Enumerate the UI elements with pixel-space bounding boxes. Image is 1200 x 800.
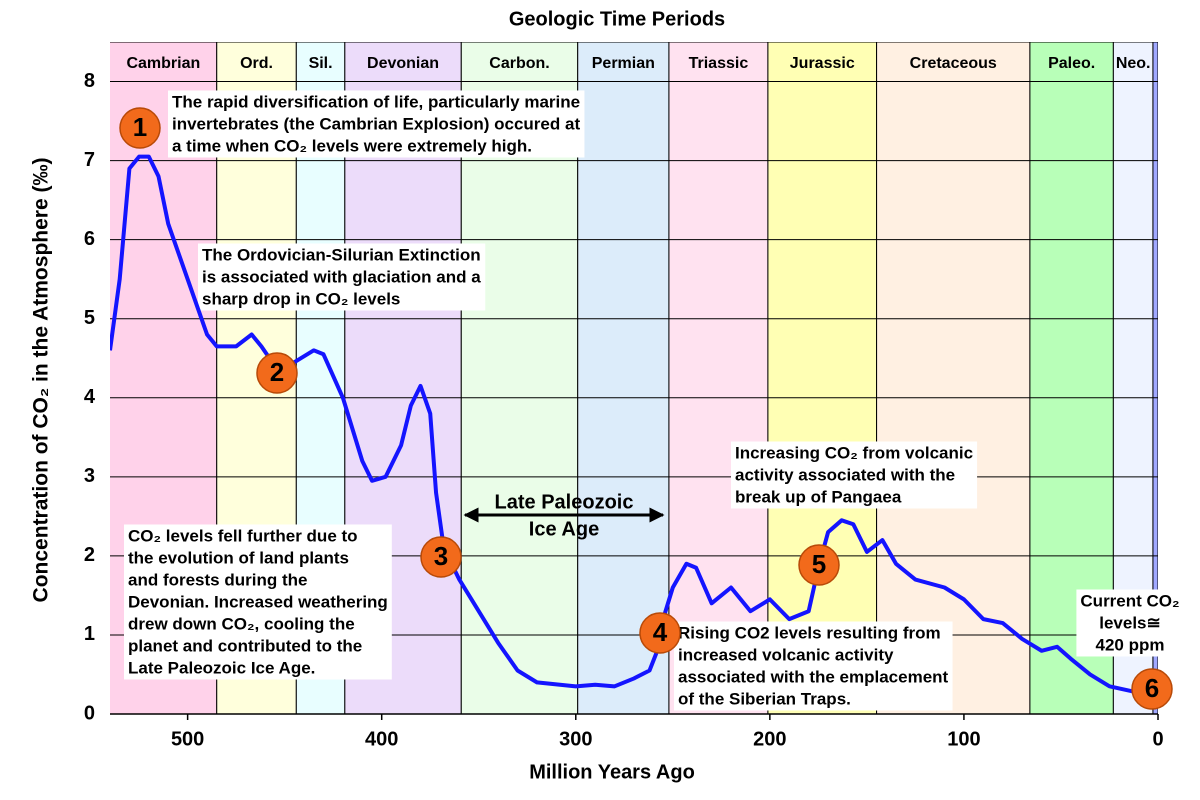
- period-label: Devonian: [367, 55, 439, 72]
- annotation-number: 5: [812, 549, 826, 579]
- annotation-marker: [639, 612, 681, 654]
- annotation-number: 2: [270, 357, 284, 387]
- x-tick-label: 300: [559, 728, 592, 750]
- annotation-text: 420 ppm: [1096, 635, 1165, 654]
- x-tick-label: 100: [947, 728, 980, 750]
- annotation-number: 4: [653, 617, 668, 647]
- period-label: Permian: [592, 55, 655, 72]
- y-tick-label: 3: [84, 465, 95, 487]
- annotation: The Ordovician-Silurian Extinction is ass…: [198, 243, 486, 311]
- annotation-background: [198, 243, 486, 311]
- annotation-text: sharp drop in CO₂ levels: [202, 289, 400, 308]
- annotation-text: is associated with glaciation and a: [202, 267, 481, 286]
- annotation: Current CO₂ levels≅ 420 ppm: [1076, 589, 1184, 657]
- period-band: [1152, 42, 1158, 714]
- period-label: Jurassic: [790, 55, 855, 72]
- annotation-text: the evolution of land plants: [128, 548, 349, 567]
- annotation-text: increased volcanic activity: [678, 645, 894, 664]
- annotation-text: Rising CO2 levels resulting from: [678, 623, 941, 642]
- annotation-text: drew down CO₂, cooling the: [128, 614, 355, 633]
- annotation-text: Current CO₂: [1080, 591, 1179, 610]
- annotation-background: [124, 524, 392, 680]
- y-tick-label: 8: [84, 70, 95, 92]
- y-tick-label: 2: [84, 544, 95, 566]
- annotation-text: Late Paleozoic Ice Age.: [128, 658, 315, 677]
- y-tick-label: 4: [84, 386, 96, 408]
- period-label: Triassic: [689, 55, 749, 72]
- period-band: [668, 42, 769, 714]
- period-label: Ord.: [240, 55, 273, 72]
- annotation-text: CO₂ levels fell further due to: [128, 526, 358, 545]
- x-axis-label: Million Years Ago: [529, 761, 695, 783]
- labels: Cambrian Ord. Sil. Devonian Carbon. Permian Tr…: [84, 55, 1173, 750]
- y-tick-label: 6: [84, 228, 95, 250]
- period-label: Paleo.: [1048, 55, 1095, 72]
- grid: [110, 81, 1159, 720]
- annotation-text: invertebrates (the Cambrian Explosion) o…: [172, 114, 580, 133]
- annotation-text: planet and contributed to the: [128, 636, 362, 655]
- y-tick-label: 5: [84, 307, 95, 329]
- annotation: Increasing CO₂ from volcanic activity ass…: [731, 441, 978, 509]
- annotation: The rapid diversification of life, parti…: [168, 90, 585, 158]
- y-tick-label: 0: [84, 702, 95, 724]
- period-label: Cambrian: [126, 55, 200, 72]
- annotation-text: The Ordovician-Silurian Extinction: [202, 245, 481, 264]
- annotation-text: levels≅: [1099, 613, 1161, 632]
- period-label: Neo.: [1116, 55, 1151, 72]
- annotation-marker: [798, 544, 840, 586]
- ice-age-label: Late Paleozoic: [495, 491, 634, 513]
- period-label: Sil.: [309, 55, 333, 72]
- annotation-background: [1076, 589, 1184, 657]
- x-tick-label: 200: [753, 728, 786, 750]
- x-tick-label: 0: [1152, 728, 1163, 750]
- y-tick-label: 1: [84, 623, 95, 645]
- x-tick-label: 500: [171, 728, 204, 750]
- chart-title: Geologic Time Periods: [509, 8, 725, 30]
- series: [110, 154, 1140, 695]
- annotation-text: break up of Pangaea: [735, 487, 902, 506]
- annotation-text: Increasing CO₂ from volcanic: [735, 443, 973, 462]
- period-label: Cretaceous: [910, 55, 997, 72]
- annotation-background: [731, 441, 978, 509]
- annotation-number: 1: [133, 112, 147, 142]
- annotations: Late Paleozoic Ice Age The rapid diversifi…: [124, 90, 1184, 711]
- annotation-marker: [420, 536, 462, 578]
- annotation-text: associated with the emplacement: [678, 667, 949, 686]
- annotation-text: of the Siberian Traps.: [678, 689, 851, 708]
- annotation-text: The rapid diversification of life, parti…: [172, 92, 580, 111]
- annotation-background: [168, 90, 585, 158]
- annotation-text: activity associated with the: [735, 465, 955, 484]
- annotation-background: [674, 621, 953, 711]
- annotation-marker: [119, 107, 161, 149]
- period-band: [876, 42, 1031, 714]
- annotation-marker: [1131, 668, 1173, 710]
- annotation-text: a time when CO₂ levels were extremely hi…: [172, 136, 532, 155]
- x-tick-label: 400: [365, 728, 398, 750]
- period-label: Carbon.: [489, 55, 549, 72]
- y-axis-label: Concentration of CO₂ in the Atmosphere (…: [30, 158, 53, 603]
- annotation: CO₂ levels fell further due to the evolut…: [124, 524, 392, 680]
- ice-age-label: Ice Age: [529, 518, 599, 540]
- period-band: [577, 42, 670, 714]
- annotation: Rising CO2 levels resulting from increase…: [674, 621, 953, 711]
- annotation-number: 6: [1145, 673, 1159, 703]
- annotation-marker: [256, 352, 298, 394]
- annotation-text: and forests during the: [128, 570, 307, 589]
- co2-line: [110, 154, 1140, 695]
- annotation-number: 3: [434, 541, 448, 571]
- y-tick-label: 7: [84, 149, 95, 171]
- annotation-text: Devonian. Increased weathering: [128, 592, 388, 611]
